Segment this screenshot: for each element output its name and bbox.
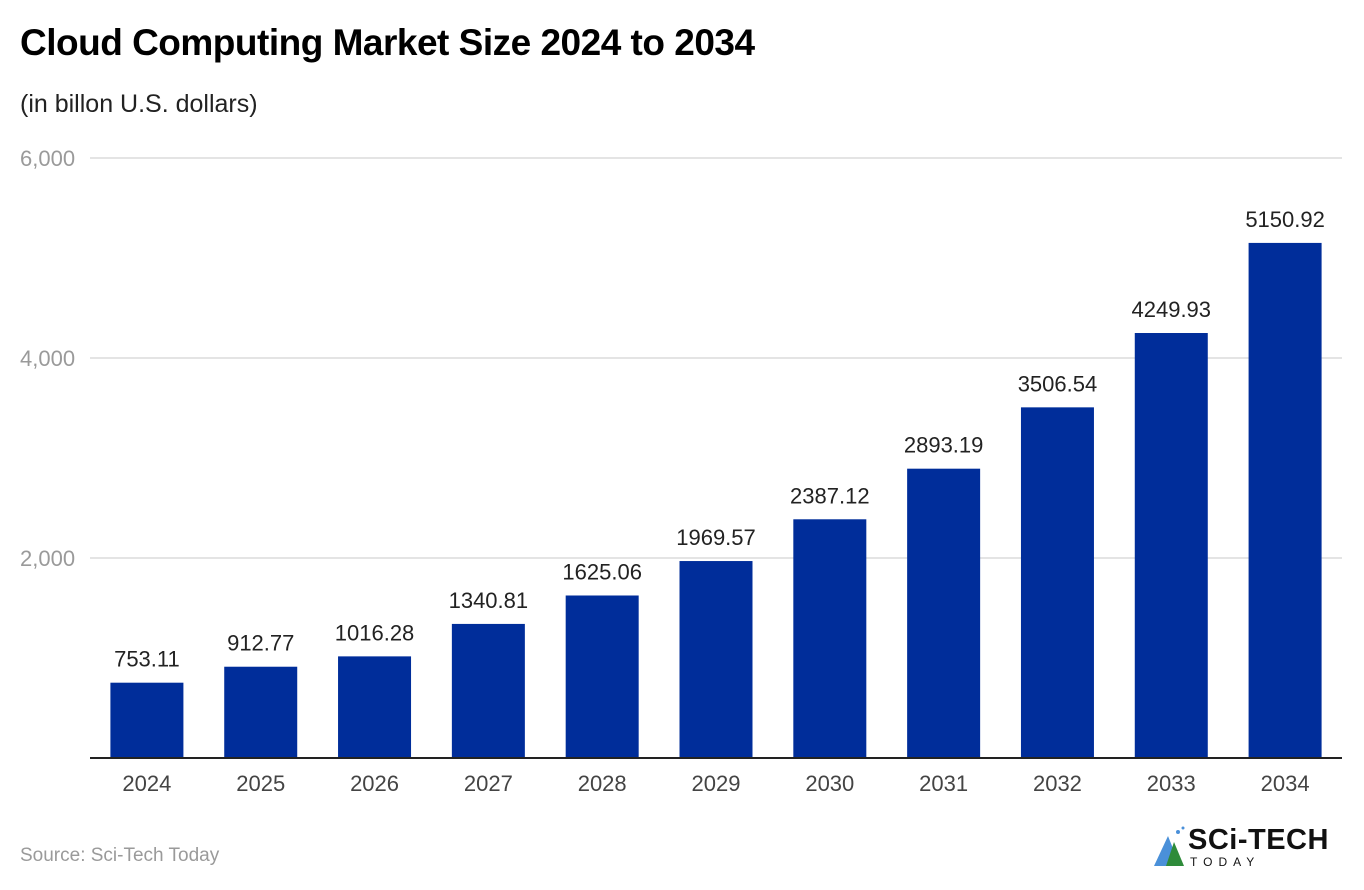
bar xyxy=(1020,407,1094,758)
data-label: 753.11 xyxy=(114,647,180,672)
x-tick-label: 2027 xyxy=(464,771,513,796)
x-tick-label: 2032 xyxy=(1033,771,1082,796)
source-note: Source: Sci-Tech Today xyxy=(20,845,220,866)
data-label: 2387.12 xyxy=(790,483,870,508)
logo-text: SCi-TECH xyxy=(1188,824,1329,856)
x-tick-label: 2031 xyxy=(919,771,968,796)
bar xyxy=(110,682,184,758)
x-tick-label: 2030 xyxy=(805,771,854,796)
x-tick-label: 2028 xyxy=(578,771,627,796)
bar xyxy=(907,468,981,758)
y-tick-label: 2,000 xyxy=(20,546,75,571)
x-tick-label: 2033 xyxy=(1147,771,1196,796)
data-label: 2893.19 xyxy=(904,433,984,458)
bar xyxy=(1248,242,1322,758)
data-label: 3506.54 xyxy=(1018,371,1098,396)
x-tick-label: 2024 xyxy=(122,771,171,796)
bar xyxy=(338,656,412,758)
sci-tech-logo: SCi-TECH TODAY xyxy=(1150,822,1340,872)
data-label: 1625.06 xyxy=(562,559,642,584)
bar xyxy=(451,623,525,758)
bar xyxy=(793,519,867,758)
bar xyxy=(224,666,298,758)
bar xyxy=(565,595,639,758)
y-tick-label: 6,000 xyxy=(20,146,75,171)
logo-subtext: TODAY xyxy=(1190,855,1261,869)
data-label: 912.77 xyxy=(227,631,294,656)
data-label: 1969.57 xyxy=(676,525,756,550)
x-tick-label: 2025 xyxy=(236,771,285,796)
x-tick-label: 2029 xyxy=(692,771,741,796)
chart-title: Cloud Computing Market Size 2024 to 2034 xyxy=(20,22,755,63)
logo-triangle-icon xyxy=(1154,826,1185,866)
data-label: 5150.92 xyxy=(1245,207,1325,232)
y-tick-label: 4,000 xyxy=(20,346,75,371)
x-tick-label: 2034 xyxy=(1261,771,1310,796)
bar xyxy=(679,561,753,758)
x-tick-label: 2026 xyxy=(350,771,399,796)
data-label: 4249.93 xyxy=(1132,297,1212,322)
chart-subtitle: (in billon U.S. dollars) xyxy=(20,90,258,118)
data-label: 1340.81 xyxy=(449,588,529,613)
bar xyxy=(1134,333,1208,758)
data-label: 1016.28 xyxy=(335,620,415,645)
